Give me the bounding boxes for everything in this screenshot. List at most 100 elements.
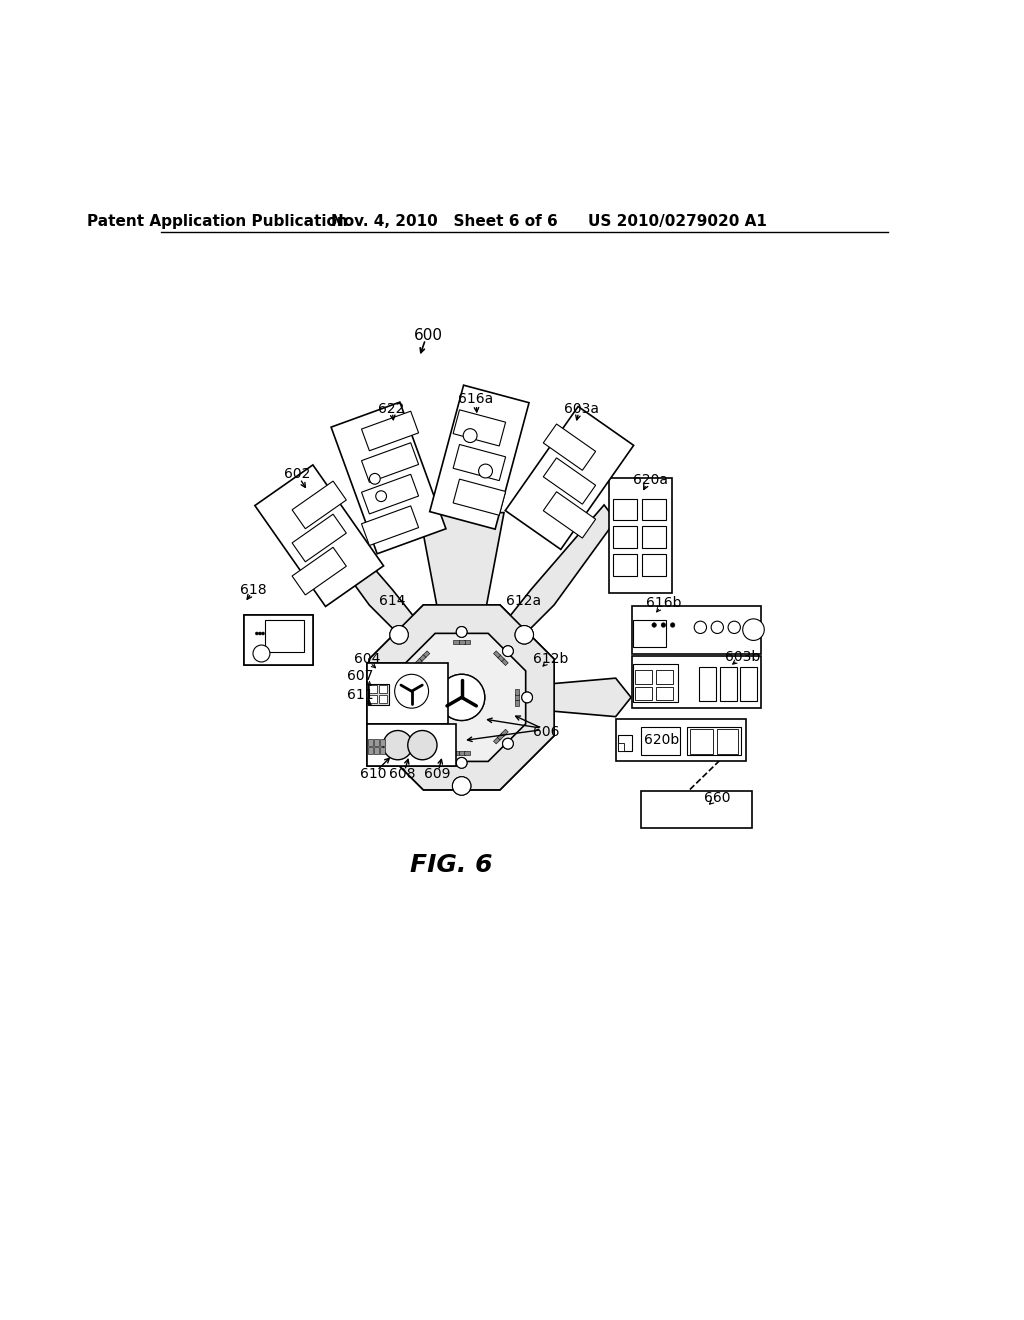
Bar — [368, 739, 373, 746]
Bar — [634, 664, 678, 702]
Polygon shape — [501, 729, 508, 737]
Polygon shape — [404, 689, 409, 696]
Bar — [635, 686, 652, 700]
Polygon shape — [370, 605, 554, 789]
Circle shape — [408, 730, 437, 760]
Circle shape — [394, 675, 429, 708]
Bar — [368, 747, 373, 755]
Polygon shape — [464, 751, 470, 755]
Bar — [642, 554, 667, 576]
Bar — [612, 527, 637, 548]
Polygon shape — [265, 619, 304, 652]
Polygon shape — [361, 474, 419, 513]
Circle shape — [370, 474, 380, 484]
Text: 616b: 616b — [646, 597, 681, 610]
Circle shape — [394, 675, 429, 708]
Bar — [370, 685, 377, 693]
Polygon shape — [404, 694, 409, 701]
Bar — [380, 739, 385, 746]
Bar — [374, 739, 379, 746]
Polygon shape — [494, 651, 501, 657]
Polygon shape — [505, 407, 634, 549]
Polygon shape — [515, 694, 519, 701]
Circle shape — [742, 619, 764, 640]
Polygon shape — [368, 723, 456, 767]
Circle shape — [383, 730, 413, 760]
Polygon shape — [515, 694, 519, 701]
Polygon shape — [501, 659, 508, 665]
Polygon shape — [459, 751, 465, 755]
Polygon shape — [307, 506, 434, 656]
Polygon shape — [459, 640, 465, 644]
Circle shape — [258, 632, 261, 635]
Circle shape — [503, 738, 513, 748]
Text: 608: 608 — [389, 767, 416, 781]
Polygon shape — [632, 606, 761, 653]
Text: 609: 609 — [424, 767, 451, 781]
Polygon shape — [397, 634, 525, 762]
Circle shape — [391, 692, 401, 702]
Circle shape — [662, 623, 666, 627]
Polygon shape — [501, 729, 508, 737]
Polygon shape — [404, 700, 409, 706]
Circle shape — [728, 622, 740, 634]
Polygon shape — [608, 478, 672, 594]
Circle shape — [253, 645, 270, 663]
Bar — [368, 684, 389, 705]
Circle shape — [457, 627, 467, 638]
Circle shape — [255, 632, 258, 635]
Polygon shape — [419, 655, 426, 661]
Polygon shape — [544, 424, 596, 470]
Bar — [617, 735, 632, 751]
Polygon shape — [255, 465, 384, 606]
Bar — [374, 747, 379, 755]
Polygon shape — [397, 634, 525, 762]
Polygon shape — [501, 659, 508, 665]
Text: FIG. 6: FIG. 6 — [411, 853, 493, 878]
Polygon shape — [415, 659, 422, 665]
Polygon shape — [419, 733, 426, 741]
Circle shape — [671, 623, 675, 627]
Bar — [380, 747, 385, 755]
Circle shape — [521, 692, 532, 702]
Polygon shape — [515, 700, 519, 706]
Polygon shape — [368, 663, 449, 725]
Polygon shape — [459, 751, 465, 755]
Polygon shape — [632, 656, 761, 708]
Polygon shape — [454, 640, 460, 644]
Bar — [374, 739, 379, 746]
Circle shape — [253, 645, 270, 663]
Polygon shape — [419, 733, 426, 741]
Polygon shape — [404, 700, 409, 706]
Polygon shape — [515, 689, 519, 696]
Bar — [612, 499, 637, 520]
Polygon shape — [423, 651, 430, 657]
Text: 622: 622 — [378, 401, 404, 416]
Polygon shape — [423, 651, 430, 657]
Bar — [641, 726, 680, 755]
Circle shape — [261, 632, 264, 635]
Polygon shape — [292, 480, 346, 529]
Polygon shape — [464, 640, 470, 644]
Polygon shape — [430, 385, 529, 529]
Text: 610: 610 — [359, 767, 386, 781]
Text: 618: 618 — [241, 582, 267, 597]
Bar — [370, 696, 377, 702]
Circle shape — [438, 675, 484, 721]
Circle shape — [463, 429, 477, 442]
Polygon shape — [292, 548, 346, 595]
Circle shape — [390, 626, 409, 644]
Polygon shape — [494, 737, 501, 744]
Text: Nov. 4, 2010   Sheet 6 of 6: Nov. 4, 2010 Sheet 6 of 6 — [331, 214, 557, 230]
Bar — [717, 729, 738, 754]
Bar — [370, 685, 377, 693]
Text: 603a: 603a — [563, 401, 598, 416]
Polygon shape — [368, 663, 449, 725]
Text: Patent Application Publication: Patent Application Publication — [87, 214, 348, 230]
Polygon shape — [498, 733, 505, 741]
Bar — [655, 671, 673, 684]
Text: 600: 600 — [414, 327, 443, 343]
Text: 612b: 612b — [532, 652, 568, 665]
Bar — [635, 671, 652, 684]
Polygon shape — [459, 640, 465, 644]
